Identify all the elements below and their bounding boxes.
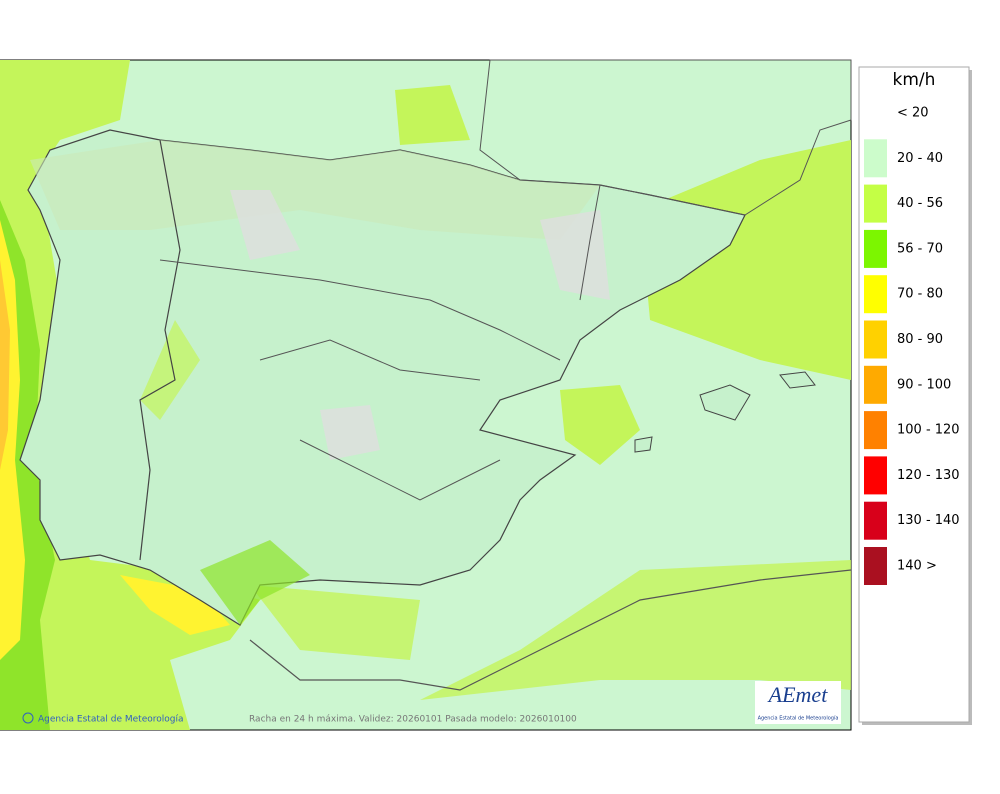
- legend-swatch: [864, 229, 887, 268]
- legend-label: 100 - 120: [897, 423, 960, 438]
- legend-label: 40 - 56: [897, 196, 943, 211]
- legend: km/h < 20 20 - 40 40 - 56 56 - 70 70 - 80 80 …: [858, 66, 972, 725]
- caption: Racha en 24 h máxima. Validez: 20260101 …: [249, 715, 577, 725]
- legend-label: 56 - 70: [897, 241, 943, 256]
- legend-swatch: [864, 320, 887, 359]
- legend-label: 120 - 130: [897, 468, 960, 483]
- legend-label: 20 - 40: [897, 151, 943, 166]
- legend-swatch: [864, 501, 887, 540]
- logo: AEmet Agencia Estatal de Meteorología: [755, 681, 841, 724]
- legend-label: < 20: [897, 106, 929, 121]
- footer: Agencia Estatal de Meteorología Racha en…: [22, 712, 577, 725]
- legend-swatch: [864, 365, 887, 404]
- legend-label: 140 >: [897, 559, 937, 574]
- legend-swatch: [864, 139, 887, 178]
- credit: Agencia Estatal de Meteorología: [38, 715, 184, 725]
- legend-label: 90 - 100: [897, 377, 951, 392]
- legend-swatch: [864, 411, 887, 450]
- legend-title: km/h: [893, 70, 936, 90]
- logo-subtitle: Agencia Estatal de Meteorología: [758, 715, 839, 722]
- copyright-icon: [22, 712, 34, 724]
- map: [0, 59, 852, 731]
- legend-swatch: [864, 456, 887, 495]
- legend-swatch: [864, 275, 887, 314]
- logo-name: AEmet: [767, 682, 829, 707]
- legend-label: 70 - 80: [897, 287, 943, 302]
- legend-label: 130 - 140: [897, 513, 960, 528]
- legend-label: 80 - 90: [897, 332, 943, 347]
- legend-swatch: [864, 547, 887, 585]
- legend-swatch: [864, 184, 887, 223]
